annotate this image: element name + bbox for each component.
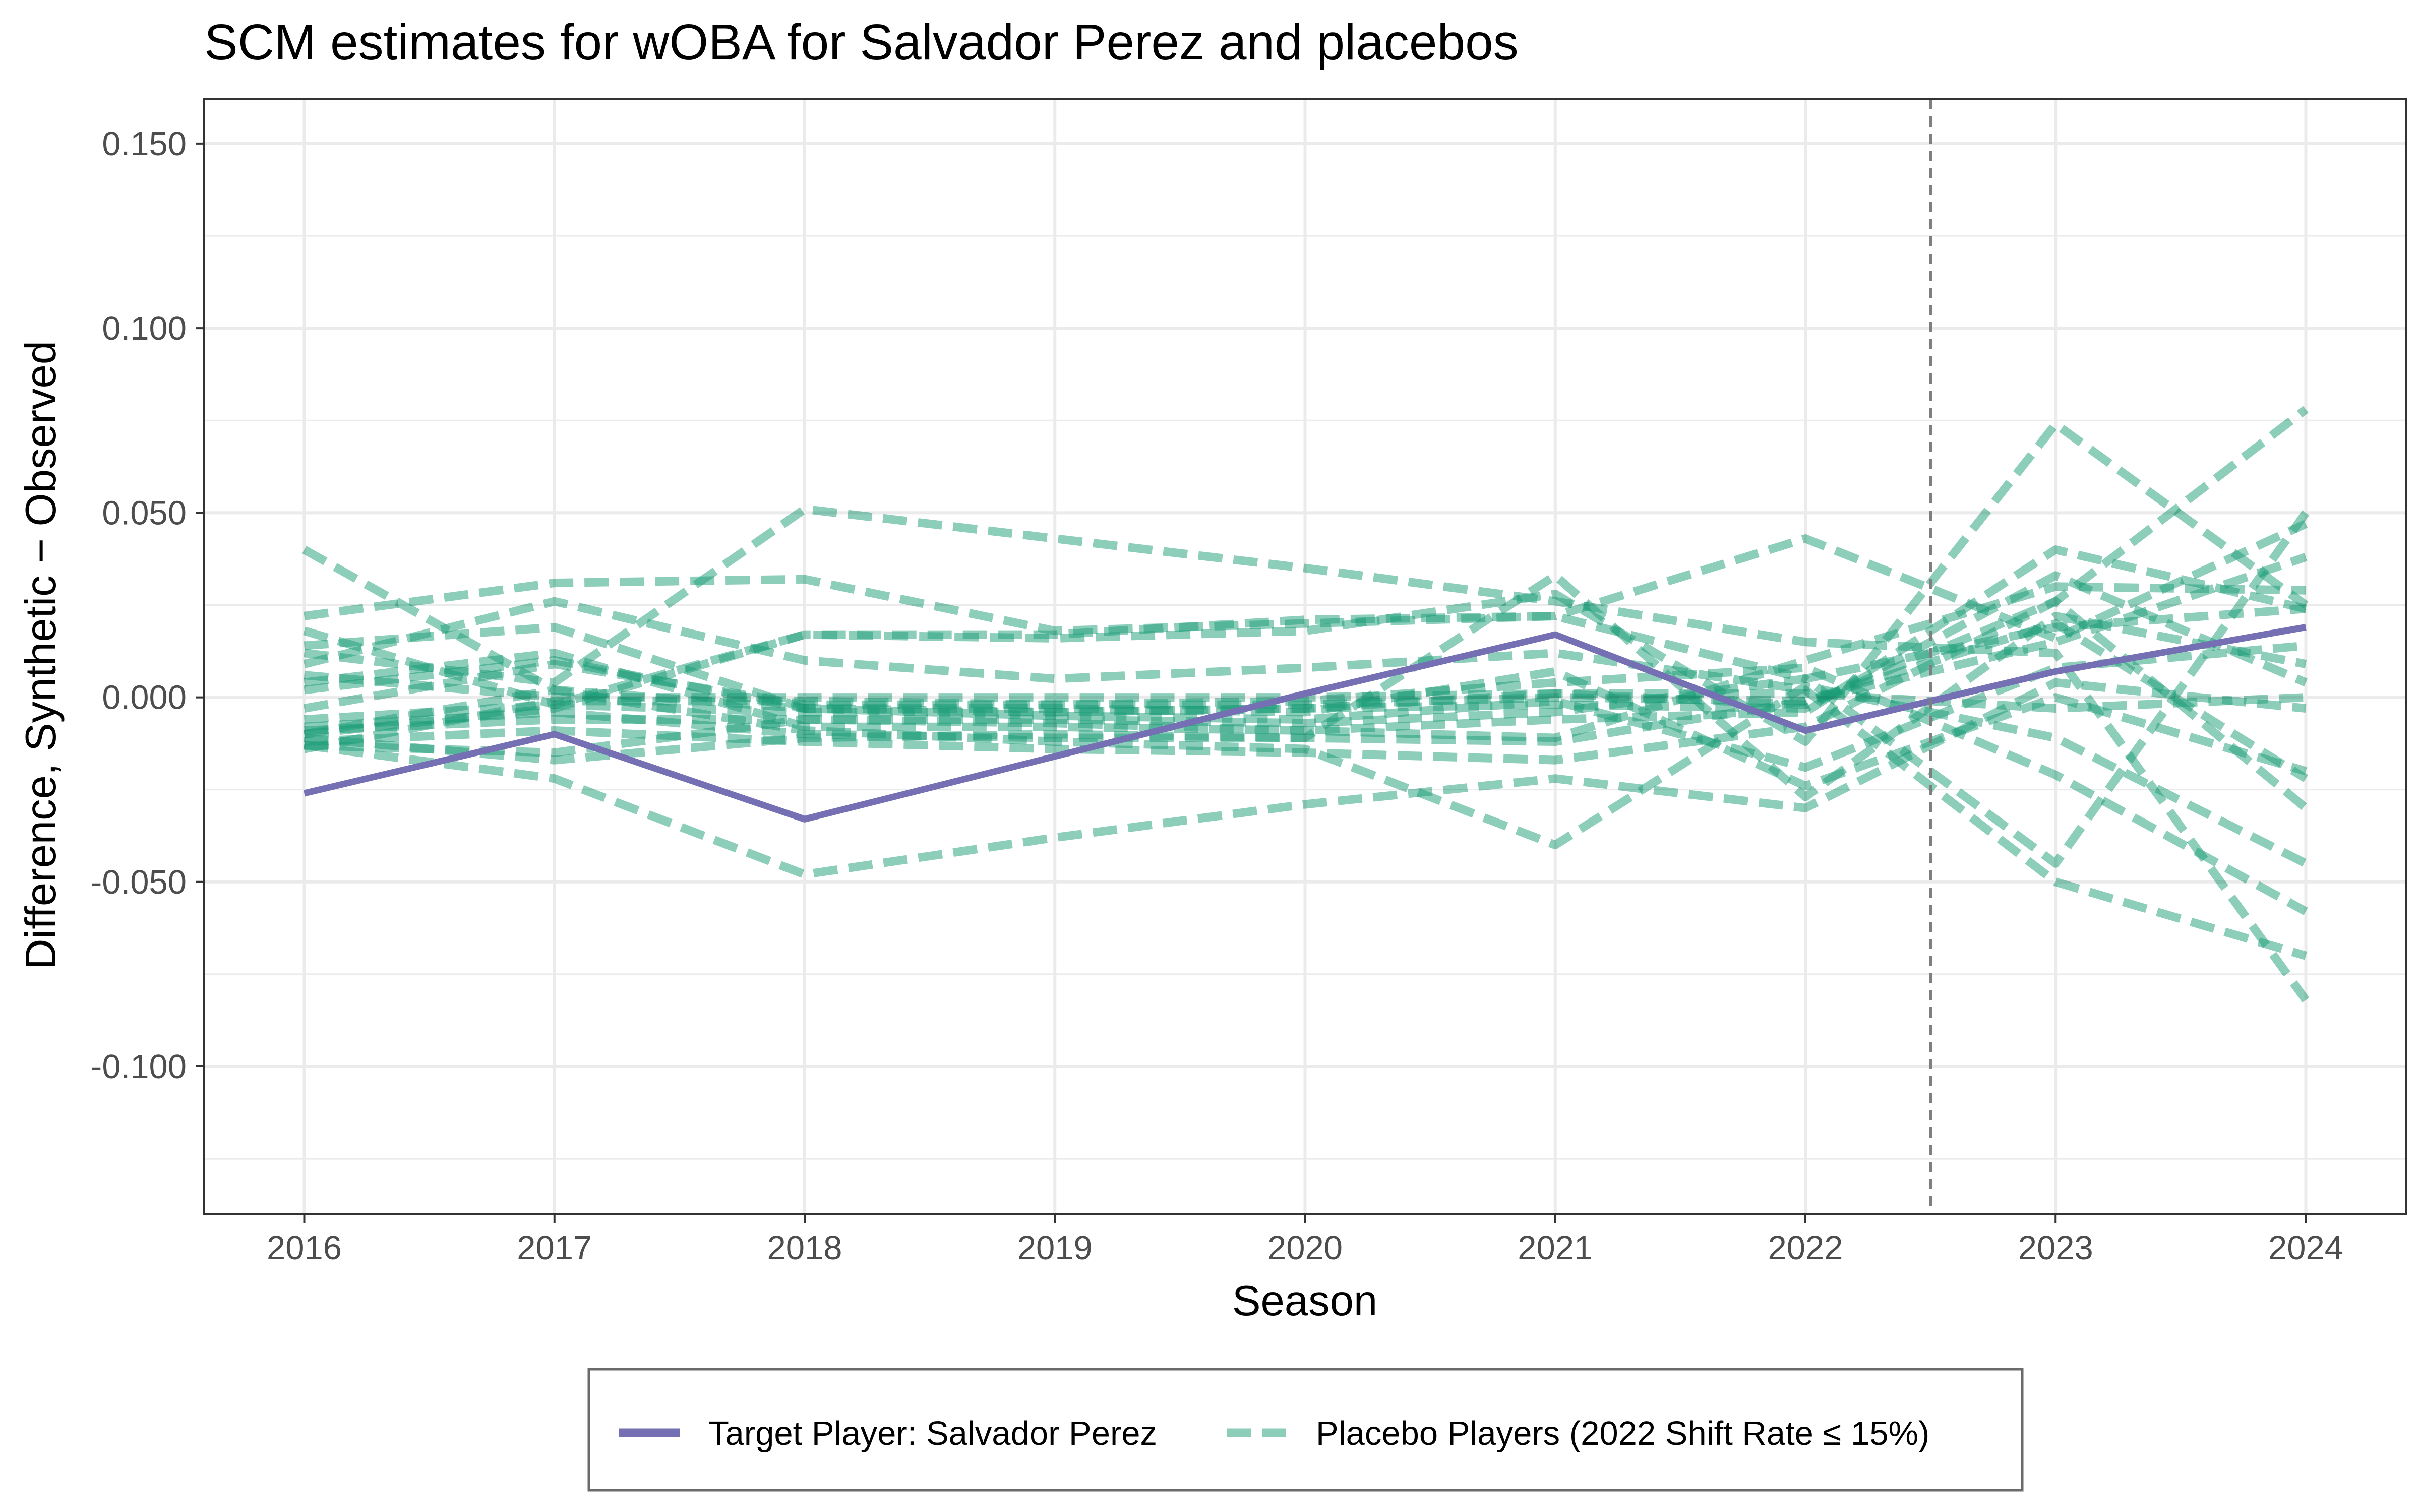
- legend: Target Player: Salvador Perez Placebo Pl…: [587, 1368, 2024, 1492]
- x-tick-label: 2022: [1768, 1229, 1843, 1267]
- x-tick-label: 2021: [1518, 1229, 1593, 1267]
- x-tick-label: 2020: [1267, 1229, 1343, 1267]
- x-tick-label: 2017: [517, 1229, 592, 1267]
- placebo-series-line-5: [303, 597, 2307, 960]
- chart-title: SCM estimates for wOBA for Salvador Pere…: [204, 14, 1519, 71]
- legend-label-target: Target Player: Salvador Perez: [708, 1415, 1157, 1453]
- legend-label-placebo: Placebo Players (2022 Shift Rate ≤ 15%): [1316, 1415, 1929, 1453]
- major-gridlines: [204, 99, 2406, 1214]
- x-tick-label: 2019: [1017, 1229, 1093, 1267]
- placebo-lines: [302, 406, 2310, 1003]
- y-tick-label: 0.150: [102, 125, 187, 163]
- placebo-series-line-17: [304, 571, 2307, 801]
- placebo-series-line-16: [304, 671, 2306, 713]
- target-series-line: [304, 623, 2307, 823]
- y-tick-label: -0.050: [91, 863, 187, 901]
- x-tick-label: 2018: [767, 1229, 842, 1267]
- placebo-series-line-15: [304, 597, 2309, 811]
- x-tick-label: 2023: [2018, 1229, 2093, 1267]
- x-axis-title: Season: [1232, 1277, 1377, 1325]
- placebo-series-line-20: [304, 604, 2307, 739]
- y-axis-title: Difference, Synthetic − Observed: [17, 341, 65, 970]
- legend-box: [587, 1368, 2024, 1492]
- y-tick-label: 0.000: [102, 679, 187, 717]
- placebo-series-line-18: [304, 582, 2306, 757]
- placebo-series-line-19: [304, 656, 2307, 790]
- x-tick-label: 2024: [2268, 1229, 2343, 1267]
- y-tick-label: -0.100: [91, 1048, 187, 1086]
- y-tick-label: 0.100: [102, 309, 187, 347]
- y-axis: 0.150 0.100 0.050 0.000 -0.050 -0.100: [91, 125, 204, 1086]
- x-tick-label: 2016: [267, 1229, 342, 1267]
- target-line-layer: [304, 623, 2307, 823]
- y-tick-label: 0.050: [102, 494, 187, 532]
- x-axis: 2016 2017 2018 2019 2020 2021 2022 2023 2024: [267, 1214, 2343, 1267]
